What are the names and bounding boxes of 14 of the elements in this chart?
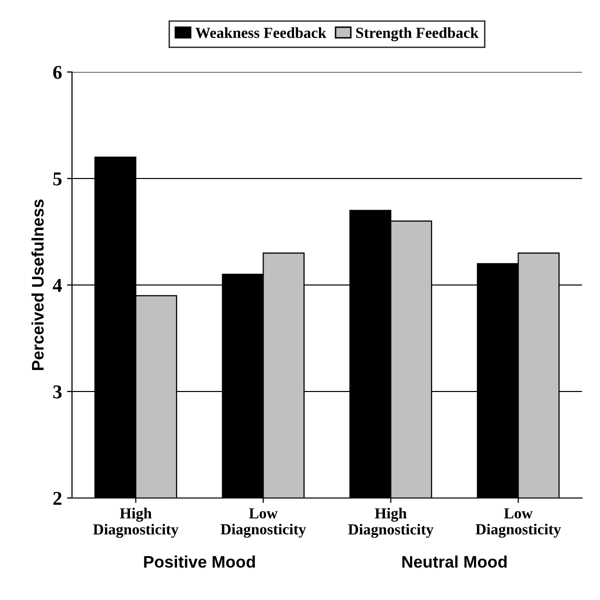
legend-label: Weakness Feedback	[195, 27, 326, 38]
x-tick-label: Low Diagnosticity	[476, 508, 561, 538]
y-tick-label: 6	[53, 66, 62, 79]
y-tick-label: 5	[53, 172, 62, 186]
text: Positive Mood	[144, 556, 255, 568]
y-tick-label: 2	[53, 492, 62, 505]
y-tick-label: 4	[52, 278, 62, 292]
y-axis-title: Perceived Usefulness	[31, 200, 44, 370]
y-tick-label: 3	[53, 385, 62, 398]
x-tick-label: High Diagnosticity	[348, 508, 434, 538]
legend-label: Strength Feedback	[356, 27, 479, 42]
text: Neutral Mood	[402, 556, 507, 568]
x-tick-label: High Diagnosticity	[93, 508, 178, 538]
x-tick-label: Low Diagnosticity	[220, 508, 306, 538]
